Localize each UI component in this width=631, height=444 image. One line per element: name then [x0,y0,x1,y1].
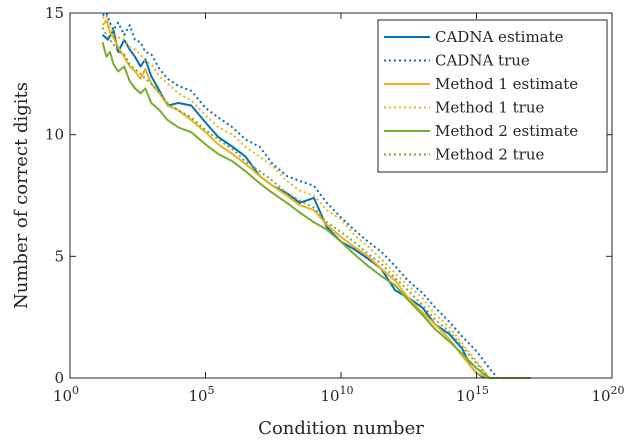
x-tick-base: 10 [456,387,475,405]
x-tick-label: 1010 [320,384,353,405]
y-axis-title: Number of correct digits [11,82,32,309]
legend-label: Method 2 true [435,146,544,164]
x-tick-base: 10 [591,387,610,405]
x-tick-exponent: 20 [611,384,625,397]
x-tick-exponent: 15 [475,384,489,397]
x-tick-base: 10 [53,387,72,405]
legend: CADNA estimate CADNA true Method 1 estimat… [377,19,608,173]
x-tick-label: 100 [53,384,79,405]
y-tick-label: 15 [45,4,64,22]
plot-frame [69,12,613,379]
legend-label: Method 1 true [435,99,544,117]
x-tick-label: 1015 [456,384,489,405]
x-tick-exponent: 5 [208,384,215,397]
series-line-2 [101,19,504,379]
legend-label: CADNA estimate [435,28,564,46]
x-tick-base: 10 [320,387,339,405]
y-tick-label: 10 [45,126,64,144]
series-line-4 [101,41,531,379]
x-axis-title: Condition number [258,418,424,439]
series-layer [101,12,531,379]
x-axis-ticks: 100 105 1010 1015 1020 [53,13,625,405]
series-line-3 [102,14,491,379]
y-tick-label: 5 [54,247,64,265]
x-tick-exponent: 0 [72,384,79,397]
legend-label: Method 2 estimate [435,122,578,140]
y-tick-label: 0 [54,369,64,387]
x-tick-base: 10 [188,387,207,405]
x-tick-exponent: 10 [340,384,354,397]
x-tick-label: 1020 [591,384,624,405]
x-tick-label: 105 [188,384,214,405]
legend-label: Method 1 estimate [435,75,578,93]
series-line-5 [101,27,531,379]
legend-label: CADNA true [435,52,530,70]
y-axis-ticks: 0 5 10 15 [45,4,612,387]
legend-box [377,19,608,173]
